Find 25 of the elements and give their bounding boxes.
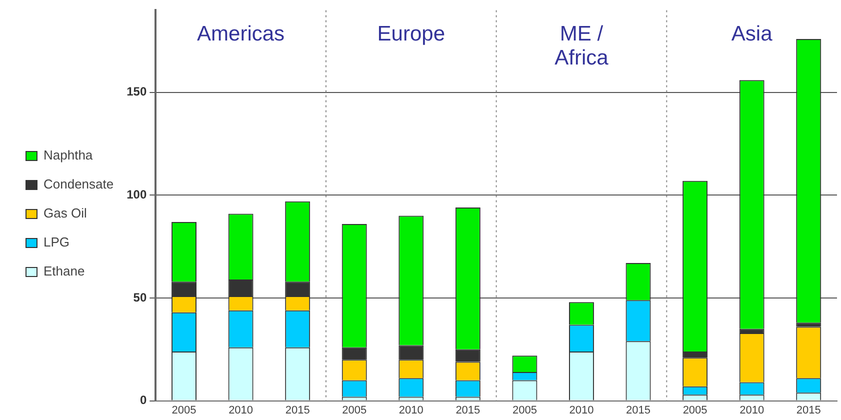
legend-label: LPG [44, 234, 70, 250]
x-tick-label: 2015 [626, 404, 651, 416]
y-tick-label: 0 [140, 393, 147, 408]
y-tick-label: 150 [126, 84, 147, 99]
annotation: Asia [731, 22, 773, 46]
x-tick-label: 2015 [796, 404, 821, 416]
annotation: Americas [197, 22, 285, 46]
legend-label: Ethane [44, 264, 85, 279]
annotation: ME / Africa [554, 22, 609, 70]
x-tick-label: 2010 [398, 404, 424, 416]
legend-label: Gas Oil [44, 206, 87, 221]
y-tick-label: 100 [126, 188, 147, 202]
x-tick-label: 2010 [569, 404, 594, 416]
x-tick-label: 2015 [456, 404, 480, 416]
x-tick-label: 2005 [172, 404, 196, 416]
y-tick-label: 50 [133, 290, 147, 304]
x-tick-label: 2015 [285, 404, 310, 416]
legend-label: Naphtha [44, 148, 94, 163]
x-tick-label: 2005 [512, 404, 537, 416]
x-tick-label: 2010 [740, 404, 764, 416]
legend-label: Condensate [44, 176, 114, 192]
x-tick-label: 2005 [342, 404, 367, 416]
x-tick-label: 2010 [228, 404, 254, 416]
annotation: Europe [377, 22, 446, 46]
x-tick-label: 2005 [682, 404, 708, 416]
